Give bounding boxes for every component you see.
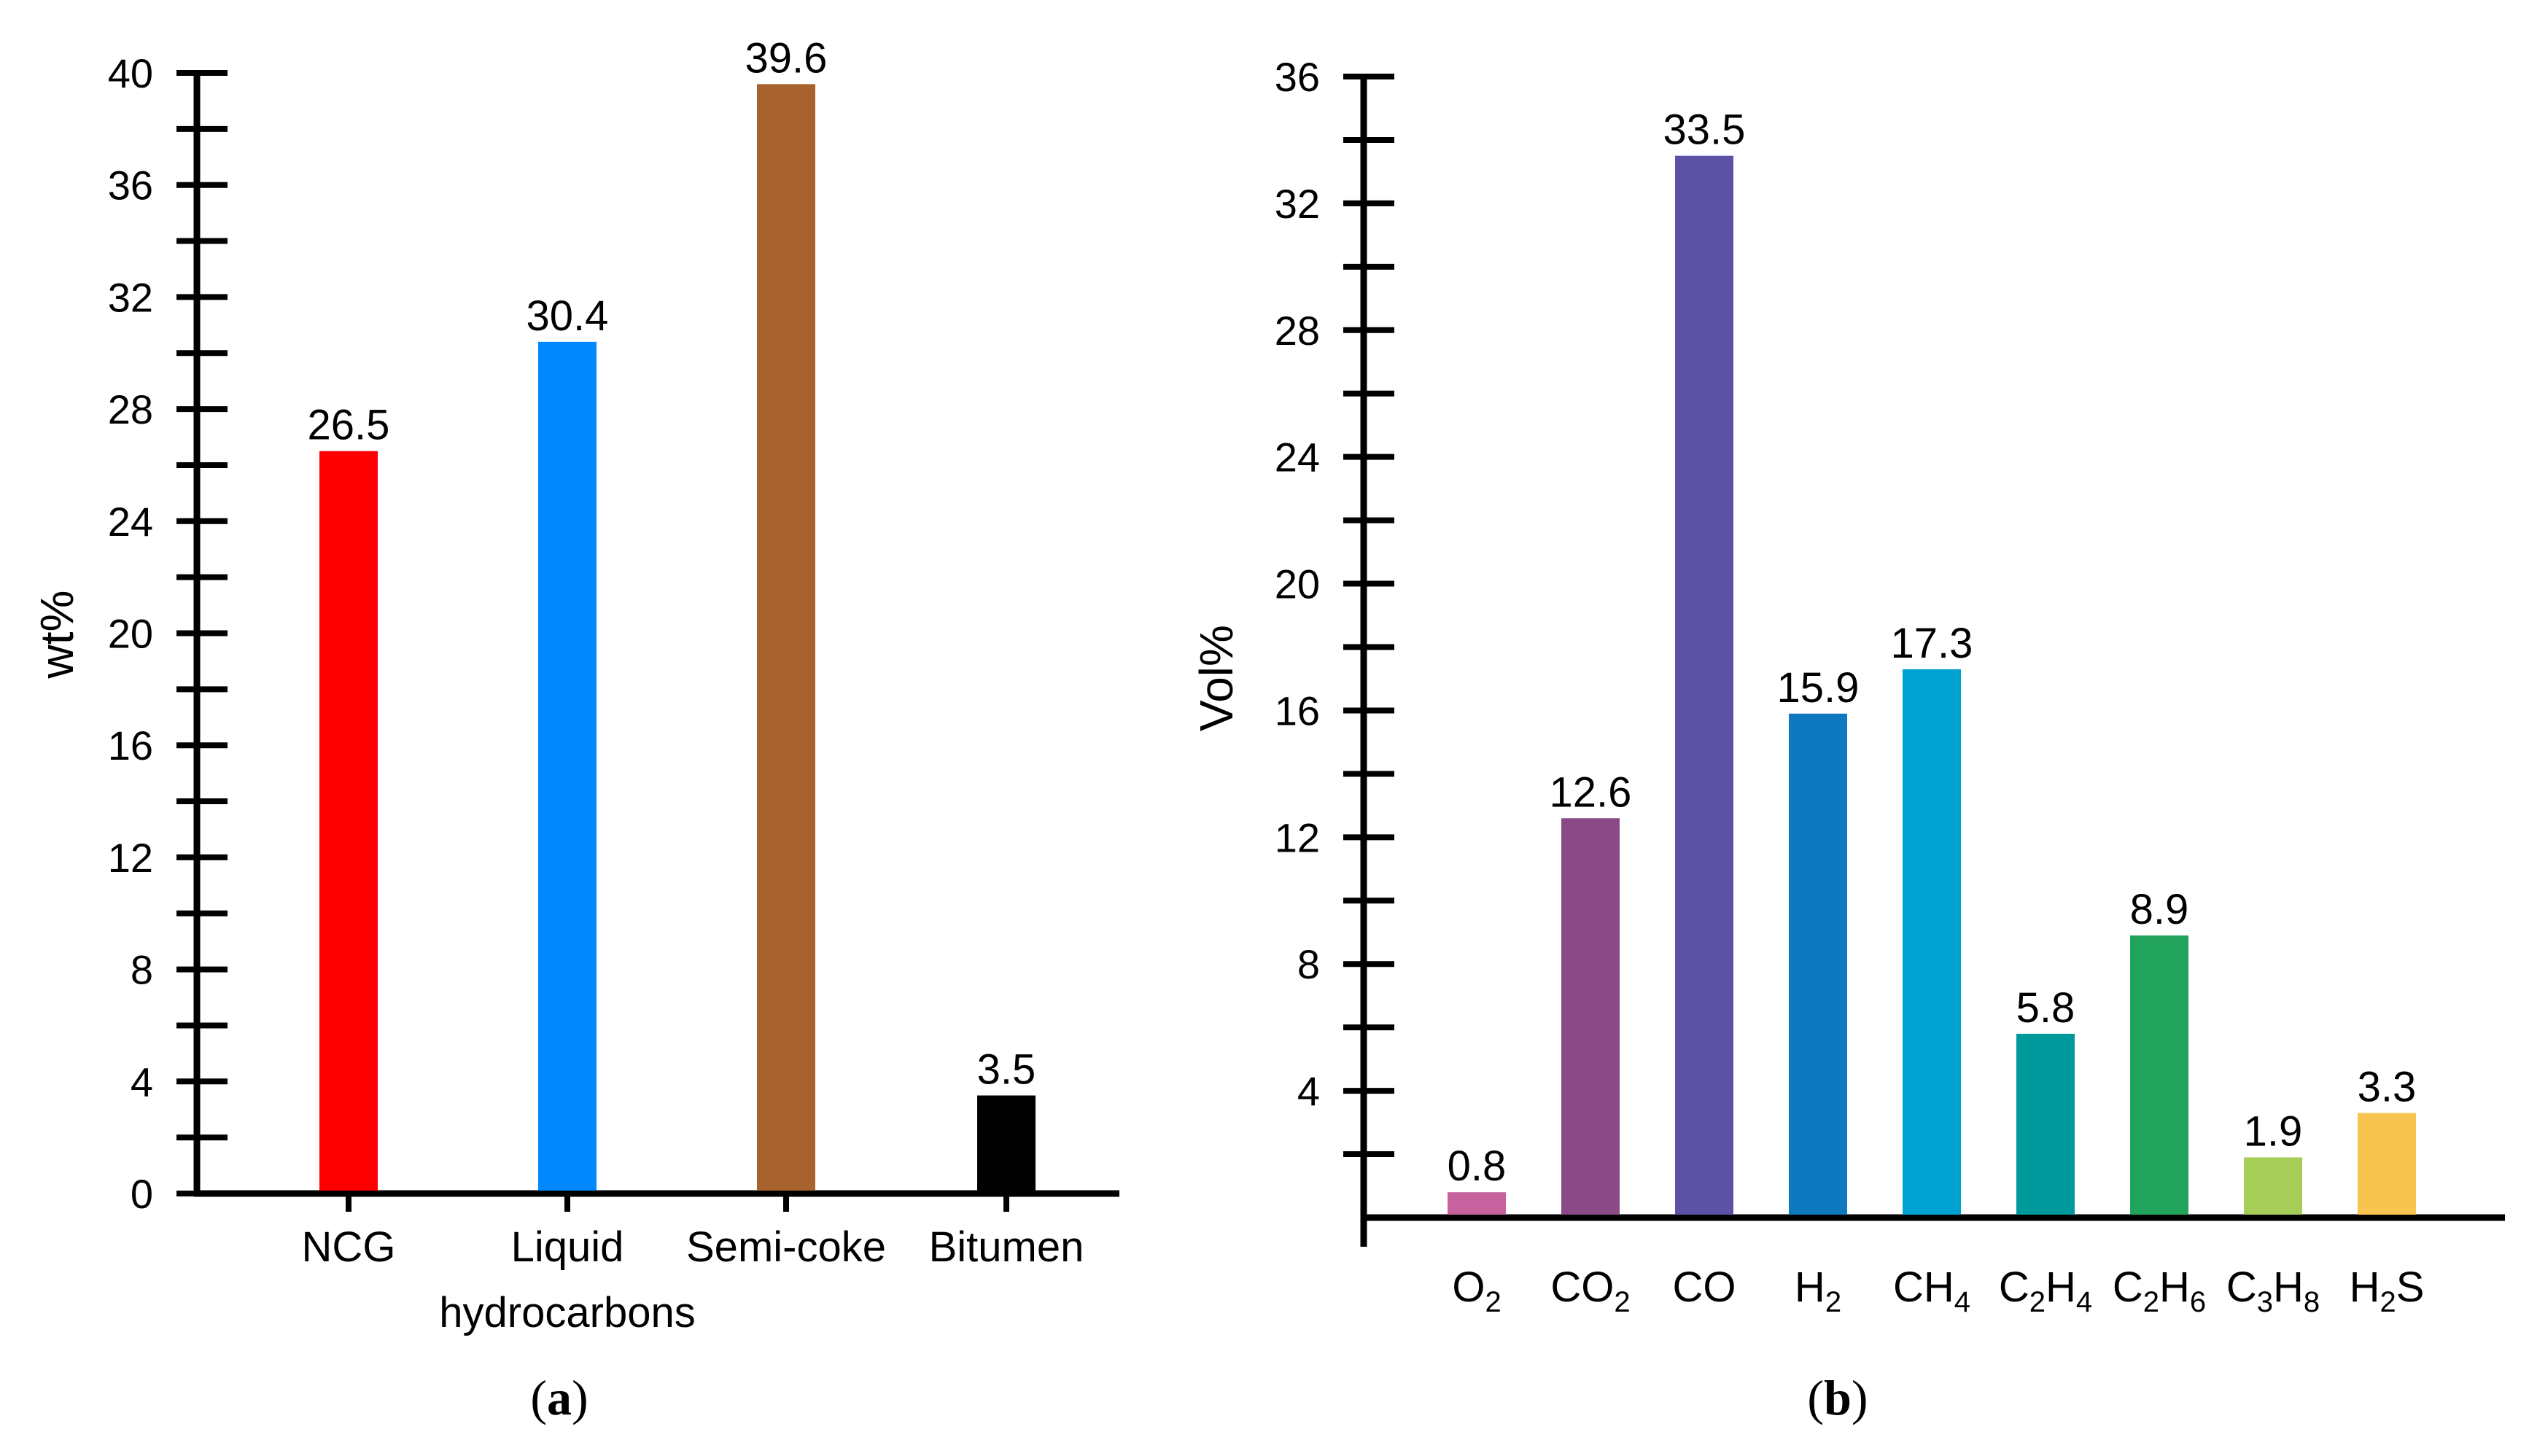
panel-caption: (b) — [1807, 1370, 1868, 1425]
y-tick-label: 16 — [108, 723, 153, 768]
bar — [977, 1095, 1036, 1191]
bar — [1789, 713, 1847, 1215]
y-tick-label: 36 — [1275, 54, 1320, 100]
x-tick-label: NCG — [302, 1223, 396, 1271]
y-tick-label: 12 — [108, 835, 153, 881]
data-label: 26.5 — [308, 402, 390, 449]
y-axis-title: Vol% — [1190, 625, 1243, 731]
x-tick-label: C3H8 — [2226, 1264, 2320, 1318]
data-label: 33.5 — [1663, 106, 1746, 154]
bar — [757, 84, 815, 1191]
chart-a: 0 4 8 12 16 20 24 28 32 36 40 wt% 26.5 NCG 30.4 Liquid h… — [31, 34, 1119, 1425]
y-tick-label: 28 — [1275, 308, 1320, 354]
y-tick-label: 24 — [108, 499, 153, 545]
bar — [2358, 1113, 2416, 1215]
y-tick-label: 4 — [1297, 1068, 1320, 1114]
y-tick-label: 12 — [1275, 814, 1320, 860]
data-label: 3.3 — [2358, 1064, 2417, 1111]
data-label: 39.6 — [745, 34, 828, 82]
x-tick-label: C2H6 — [2113, 1264, 2206, 1318]
x-tick-label: Liquid — [511, 1223, 624, 1271]
y-tick-label: 4 — [131, 1059, 153, 1105]
x-tick-label: CH4 — [1893, 1264, 1970, 1318]
data-label: 12.6 — [1550, 768, 1632, 816]
data-label: 3.5 — [977, 1046, 1036, 1094]
data-label: 5.8 — [2016, 984, 2075, 1032]
y-tick-label: 32 — [1275, 181, 1320, 227]
chart-b: 4 8 12 16 20 24 28 32 36 Vol% 0.8 O2 12.6 CO2 33.5 CO 15… — [1190, 54, 2505, 1425]
bar — [1903, 669, 1961, 1215]
y-tick-label: 8 — [1297, 941, 1320, 987]
data-label: 15.9 — [1777, 664, 1860, 712]
x-tick-label: H2S — [2350, 1264, 2425, 1318]
y-tick-label: 28 — [108, 386, 153, 432]
y-axis-title: wt% — [31, 591, 83, 680]
bar — [2016, 1033, 2075, 1215]
y-tick-label: 16 — [1275, 688, 1320, 733]
bar — [319, 451, 378, 1191]
bar — [1561, 818, 1620, 1215]
x-tick-label: CO2 — [1550, 1264, 1630, 1318]
data-label: 1.9 — [2244, 1107, 2303, 1155]
x-tick-label: O2 — [1452, 1264, 1501, 1318]
x-tick-label: Bitumen — [929, 1223, 1084, 1271]
data-label: 30.4 — [527, 292, 609, 340]
y-tick-label: 40 — [108, 50, 153, 96]
bar — [1448, 1192, 1506, 1215]
y-tick-label: 24 — [1275, 435, 1320, 480]
data-label: 0.8 — [1448, 1142, 1507, 1190]
x-tick-label: hydrocarbons — [439, 1289, 695, 1336]
bar — [538, 341, 597, 1191]
panel-caption: (a) — [530, 1370, 588, 1425]
y-tick-label: 36 — [108, 163, 153, 209]
data-label: 17.3 — [1891, 620, 1973, 667]
bar — [2130, 935, 2188, 1215]
y-tick-label: 20 — [108, 611, 153, 657]
bar — [2244, 1157, 2302, 1215]
y-tick-label: 20 — [1275, 561, 1320, 607]
y-tick-label: 8 — [131, 947, 153, 993]
x-tick-label: C2H4 — [1999, 1264, 2092, 1318]
y-tick-label: 32 — [108, 274, 153, 320]
x-tick-label: Semi-coke — [686, 1223, 886, 1271]
y-tick-label: 0 — [131, 1171, 153, 1217]
bar — [1675, 155, 1733, 1215]
x-tick-label: CO — [1673, 1264, 1736, 1311]
x-tick-label: H2 — [1795, 1264, 1841, 1318]
data-label: 8.9 — [2130, 886, 2189, 933]
